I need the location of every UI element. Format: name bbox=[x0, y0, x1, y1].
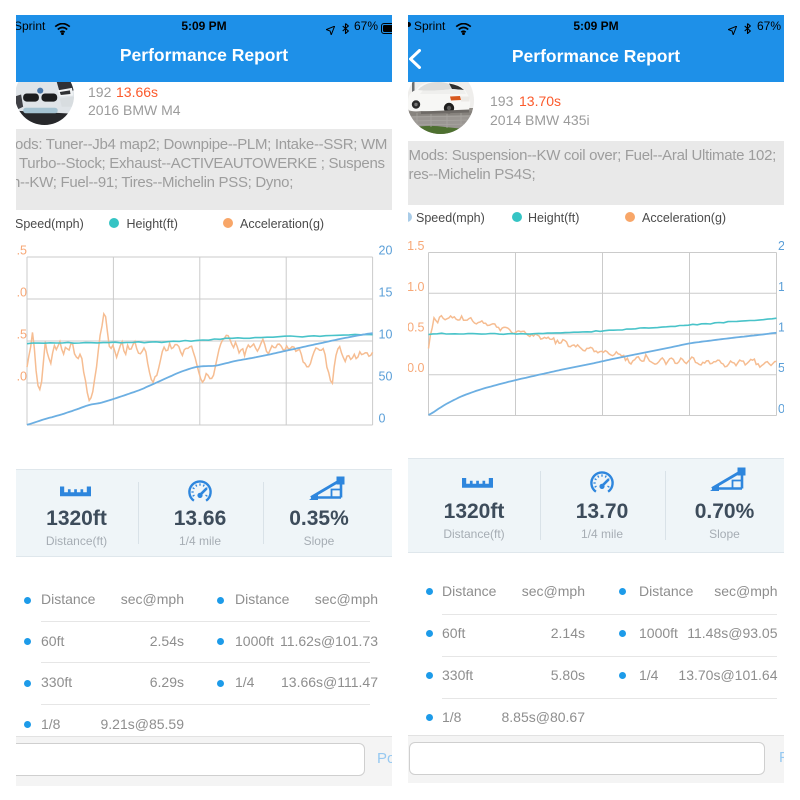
svg-text:.0: .0 bbox=[17, 370, 27, 384]
svg-text:0: 0 bbox=[379, 412, 386, 426]
svg-text:200: 200 bbox=[379, 244, 393, 258]
svg-text:150: 150 bbox=[778, 280, 784, 294]
svg-text:.0: .0 bbox=[17, 286, 27, 300]
svg-text:.5: .5 bbox=[17, 244, 27, 258]
svg-text:.5: .5 bbox=[17, 328, 27, 342]
svg-text:100: 100 bbox=[778, 321, 784, 335]
svg-text:0.0: 0.0 bbox=[408, 361, 425, 375]
svg-text:50: 50 bbox=[778, 361, 784, 375]
svg-text:0.5: 0.5 bbox=[408, 321, 425, 335]
svg-text:1.5: 1.5 bbox=[408, 239, 425, 253]
svg-text:200: 200 bbox=[778, 239, 784, 253]
svg-text:100: 100 bbox=[379, 328, 393, 342]
svg-text:50: 50 bbox=[379, 370, 393, 384]
svg-text:0: 0 bbox=[778, 402, 784, 416]
svg-text:1.0: 1.0 bbox=[408, 280, 425, 294]
svg-text:150: 150 bbox=[379, 286, 393, 300]
